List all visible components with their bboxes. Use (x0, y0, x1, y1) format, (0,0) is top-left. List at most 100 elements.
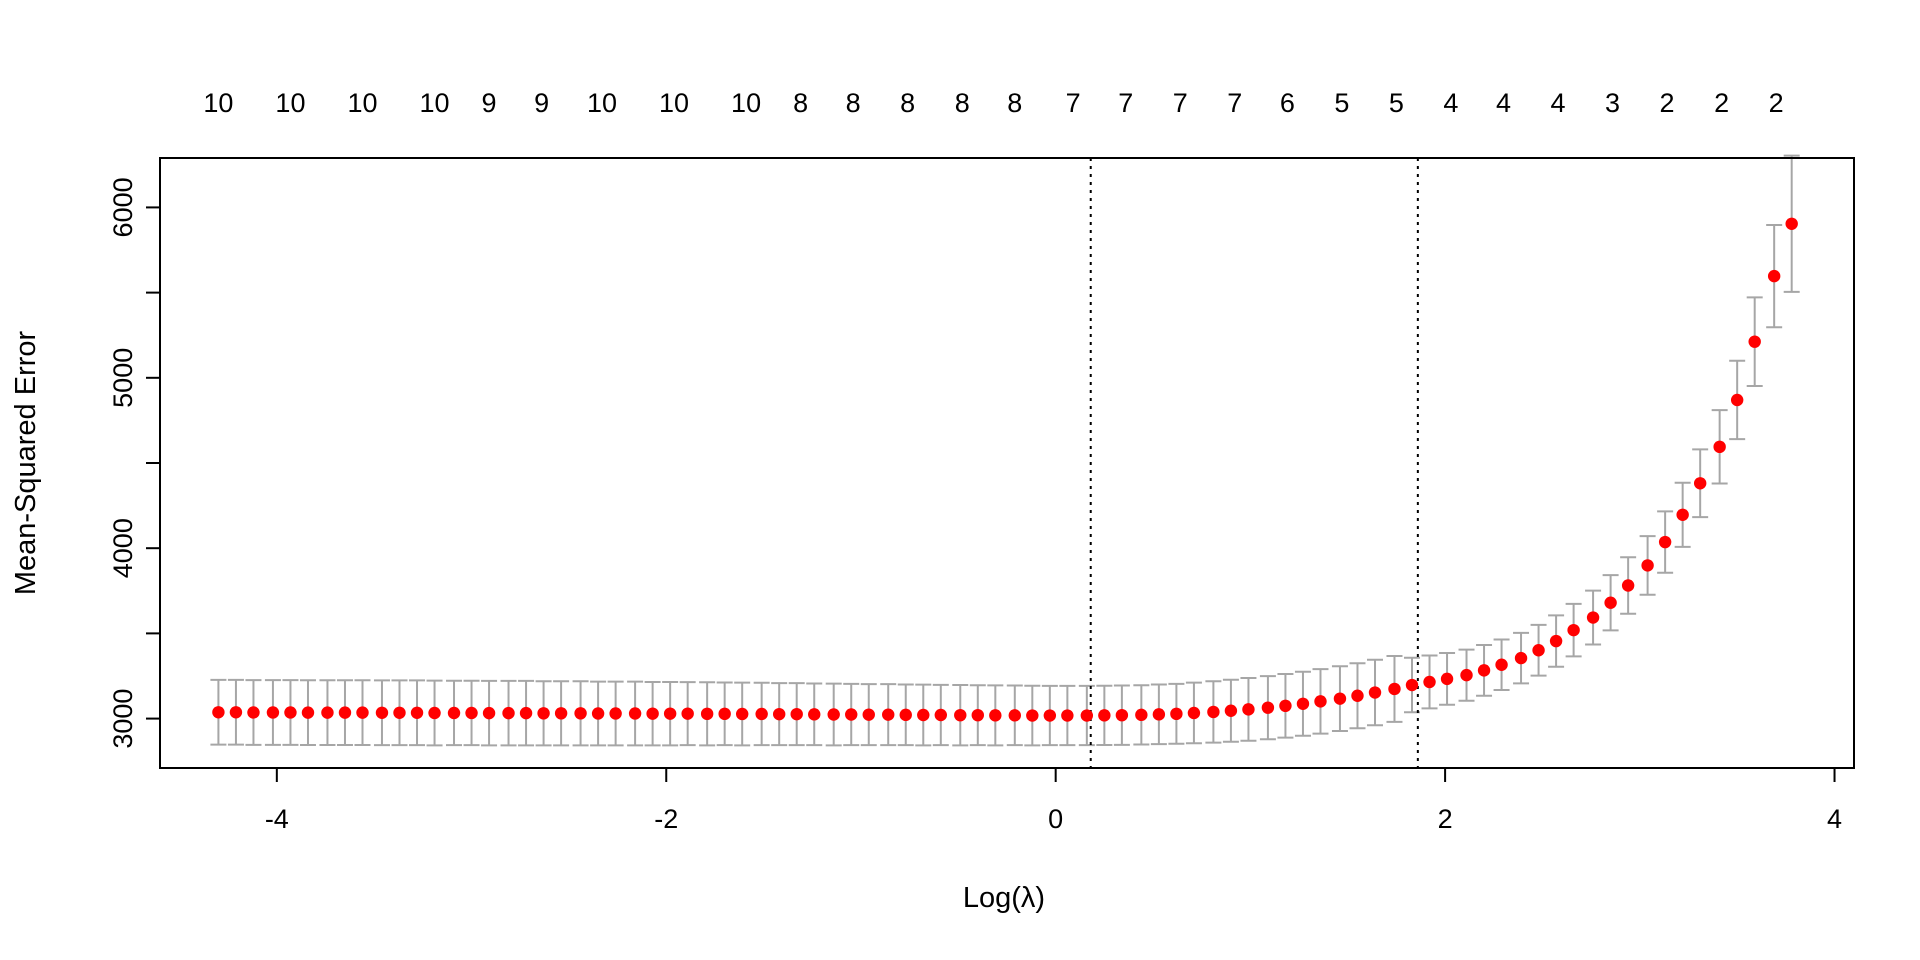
top-axis-count-label: 5 (1389, 88, 1404, 118)
data-point (1043, 709, 1057, 722)
top-axis-count-label: 10 (275, 88, 305, 118)
data-point (663, 707, 677, 720)
data-point (1658, 535, 1672, 549)
data-point (899, 708, 912, 722)
y-axis-title: Mean-Squared Error (10, 330, 42, 595)
data-point (1388, 682, 1401, 696)
data-point (356, 706, 369, 719)
data-point (375, 706, 389, 719)
data-point (1586, 611, 1600, 624)
top-axis-count-label: 8 (793, 88, 808, 118)
y-tick-label: 6000 (108, 177, 138, 237)
x-tick-label: 4 (1827, 804, 1842, 834)
data-point (1604, 596, 1617, 609)
data-point (1713, 440, 1726, 454)
top-axis-count-label: 10 (203, 88, 233, 118)
top-axis-count-label: 4 (1443, 88, 1458, 118)
x-tick-label: -2 (654, 804, 678, 834)
data-point (1333, 692, 1347, 705)
data-point (1296, 697, 1310, 710)
data-point (1767, 269, 1781, 283)
data-point (574, 707, 587, 720)
data-point (1567, 623, 1580, 637)
data-point (1440, 672, 1454, 686)
top-axis-count-label: 8 (900, 88, 915, 118)
top-axis-count-label: 7 (1173, 88, 1188, 118)
data-point (1080, 709, 1094, 722)
data-point (1008, 709, 1021, 722)
data-point (1549, 634, 1563, 648)
data-point (301, 706, 315, 719)
data-point (1261, 701, 1275, 714)
data-point (1423, 675, 1436, 689)
x-tick-label: 2 (1438, 804, 1453, 834)
plot-frame (159, 157, 1855, 769)
data-point (1676, 508, 1689, 521)
data-point (482, 706, 496, 720)
data-point (827, 708, 840, 721)
x-axis: -4 -2 0 2 4 (265, 767, 1842, 834)
data-point (393, 706, 406, 719)
data-point (410, 706, 424, 719)
data-point (1152, 708, 1166, 721)
points-layer (212, 217, 1798, 722)
data-point (465, 706, 478, 720)
data-point (628, 707, 642, 720)
data-point (1460, 668, 1473, 682)
data-point (1187, 706, 1201, 720)
data-point (1785, 217, 1798, 230)
data-point (321, 706, 334, 719)
data-point (845, 708, 858, 721)
data-point (1514, 651, 1528, 665)
data-point (681, 707, 694, 720)
top-axis-count-label: 8 (846, 88, 861, 118)
top-axis-count-label: 7 (1227, 88, 1242, 118)
top-axis-count-label: 5 (1334, 88, 1349, 118)
data-point (1242, 703, 1255, 716)
data-point (247, 706, 260, 719)
data-point (1477, 664, 1491, 677)
y-axis: 3000 4000 5000 6000 (108, 177, 161, 749)
data-point (1641, 559, 1654, 572)
top-axis-count-label: 10 (587, 88, 617, 118)
top-axis-counts: 10 10 10 10 9 9 10 10 10 8 8 8 8 8 7 7 7 7 6 5 5 4 4 4 3 2 2 2 (203, 88, 1783, 118)
data-point (790, 707, 803, 721)
data-point (502, 706, 515, 720)
data-point (1621, 579, 1635, 592)
top-axis-count-label: 3 (1605, 88, 1620, 118)
data-point (735, 707, 749, 721)
data-point (646, 707, 659, 720)
top-axis-count-label: 10 (731, 88, 761, 118)
data-point (1026, 709, 1039, 722)
y-tick-label: 3000 (108, 689, 138, 749)
data-point (1405, 678, 1419, 692)
data-point (862, 708, 875, 721)
data-point (1061, 709, 1074, 722)
data-point (1098, 709, 1111, 722)
top-axis-count-label: 4 (1496, 88, 1511, 118)
top-axis-count-label: 10 (659, 88, 689, 118)
top-axis-count-label: 8 (1007, 88, 1022, 118)
data-point (1279, 699, 1292, 713)
data-point (700, 707, 714, 721)
top-axis-count-label: 10 (347, 88, 377, 118)
top-axis-count-label: 7 (1066, 88, 1081, 118)
data-point (537, 707, 550, 720)
top-axis-count-label: 4 (1551, 88, 1566, 118)
data-point (1532, 644, 1545, 657)
data-point (1115, 708, 1129, 722)
y-tick-label: 4000 (108, 518, 138, 578)
top-axis-count-label: 2 (1714, 88, 1729, 118)
data-point (989, 709, 1002, 722)
data-point (1224, 704, 1238, 717)
data-point (1693, 477, 1707, 490)
data-point (591, 707, 605, 720)
top-axis-count-label: 7 (1118, 88, 1133, 118)
data-point (917, 708, 930, 722)
data-point (428, 706, 441, 720)
top-axis-count-label: 8 (955, 88, 970, 118)
data-point (934, 708, 947, 722)
data-point (447, 706, 461, 720)
data-point (772, 707, 786, 721)
